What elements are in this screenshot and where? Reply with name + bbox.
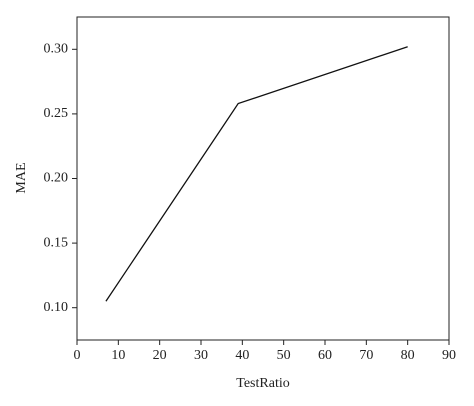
plot-frame — [76, 16, 450, 341]
x-tick-label: 70 — [359, 348, 373, 363]
x-tick-label: 60 — [318, 348, 332, 363]
x-tick-label: 0 — [74, 348, 81, 363]
x-tick-label: 40 — [235, 348, 249, 363]
x-axis-label: TestRatio — [236, 376, 289, 391]
data-line — [105, 46, 408, 302]
x-tick-label: 20 — [153, 348, 167, 363]
y-tick-label: 0.15 — [44, 235, 69, 250]
y-axis-label: MAE — [14, 162, 29, 193]
x-tick-label: 90 — [442, 348, 456, 363]
x-tick-label: 10 — [111, 348, 125, 363]
y-tick-label: 0.25 — [44, 106, 69, 121]
x-tick-label: 50 — [277, 348, 291, 363]
x-tick-label: 30 — [194, 348, 208, 363]
y-tick-label: 0.20 — [44, 171, 69, 186]
y-tick-label: 0.10 — [44, 300, 69, 315]
y-tick-label: 0.30 — [44, 42, 69, 57]
x-tick-label: 80 — [401, 348, 415, 363]
